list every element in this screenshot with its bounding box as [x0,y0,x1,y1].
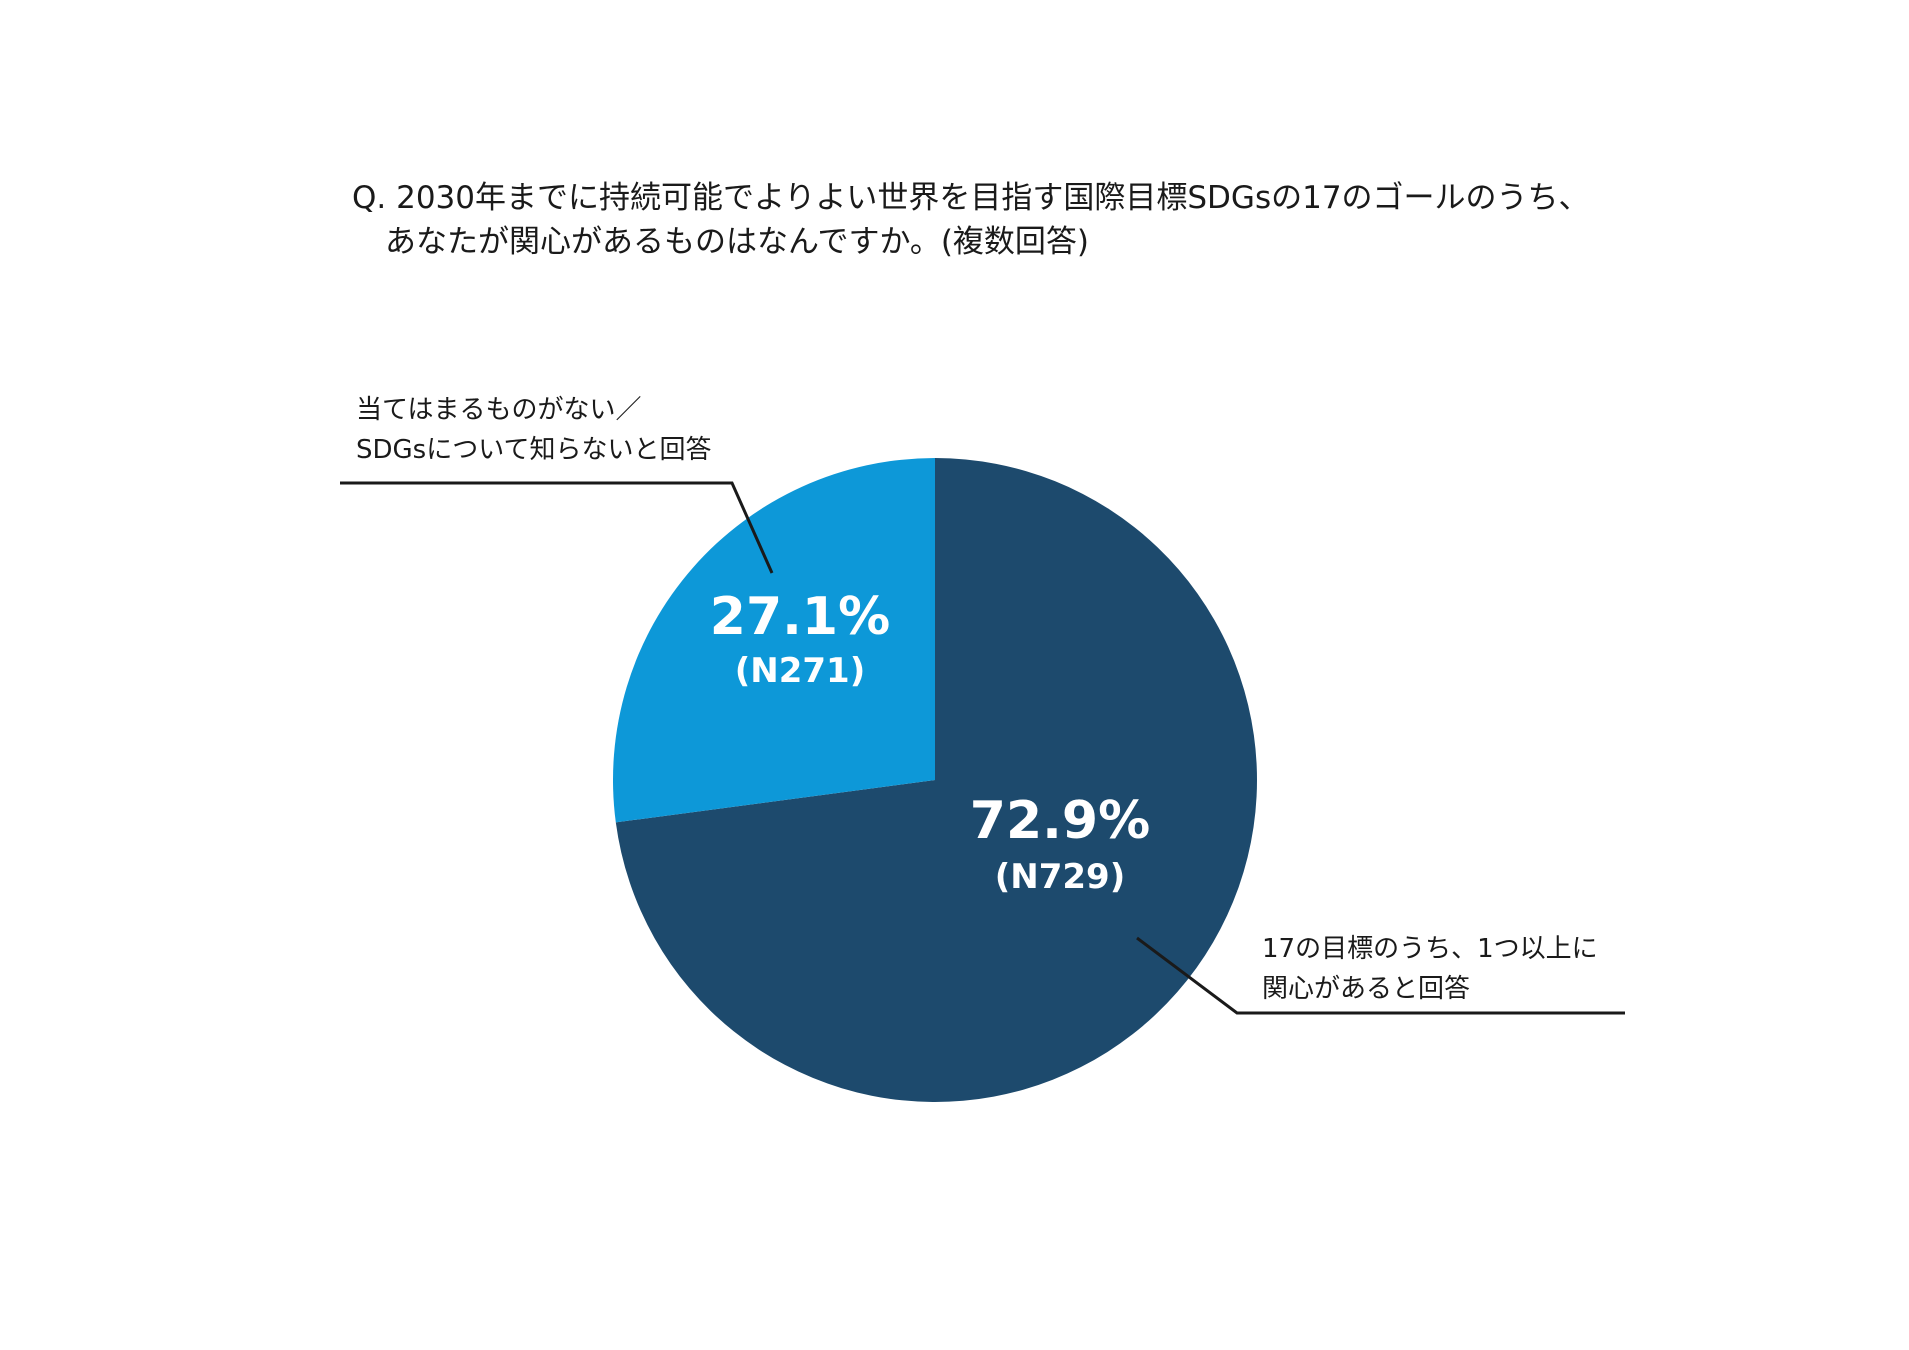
callout-leader-line-1 [340,481,774,574]
slice-category-label-1-line-0: 当てはまるものがない／ [356,395,641,425]
slice-category-label-0-line-0: 17の目標のうち、1つ以上に [1262,934,1598,964]
slice-count-label-0: (N729) [995,857,1126,897]
slice-count-label-1: (N271) [735,651,866,691]
callout-leader-line-0 [1136,936,1625,1015]
title-line-1: Q. 2030年までに持続可能でよりよい世界を目指す国際目標SDGsの17のゴー… [352,180,1590,216]
slice-category-label-1-line-1: SDGsについて知らないと回答 [356,435,711,465]
slice-category-label-0-line-1: 関心があると回答 [1262,974,1470,1004]
slice-percent-label-0: 72.9% [970,791,1150,851]
slice-percent-label-1: 27.1% [710,587,890,647]
pie-slice-1 [613,458,935,823]
chart-title: Q. 2030年までに持続可能でよりよい世界を目指す国際目標SDGsの17のゴー… [352,180,1590,260]
title-line-2: あなたが関心があるものはなんですか。(複数回答) [385,224,1089,260]
pie-slice-0 [615,458,1257,1102]
